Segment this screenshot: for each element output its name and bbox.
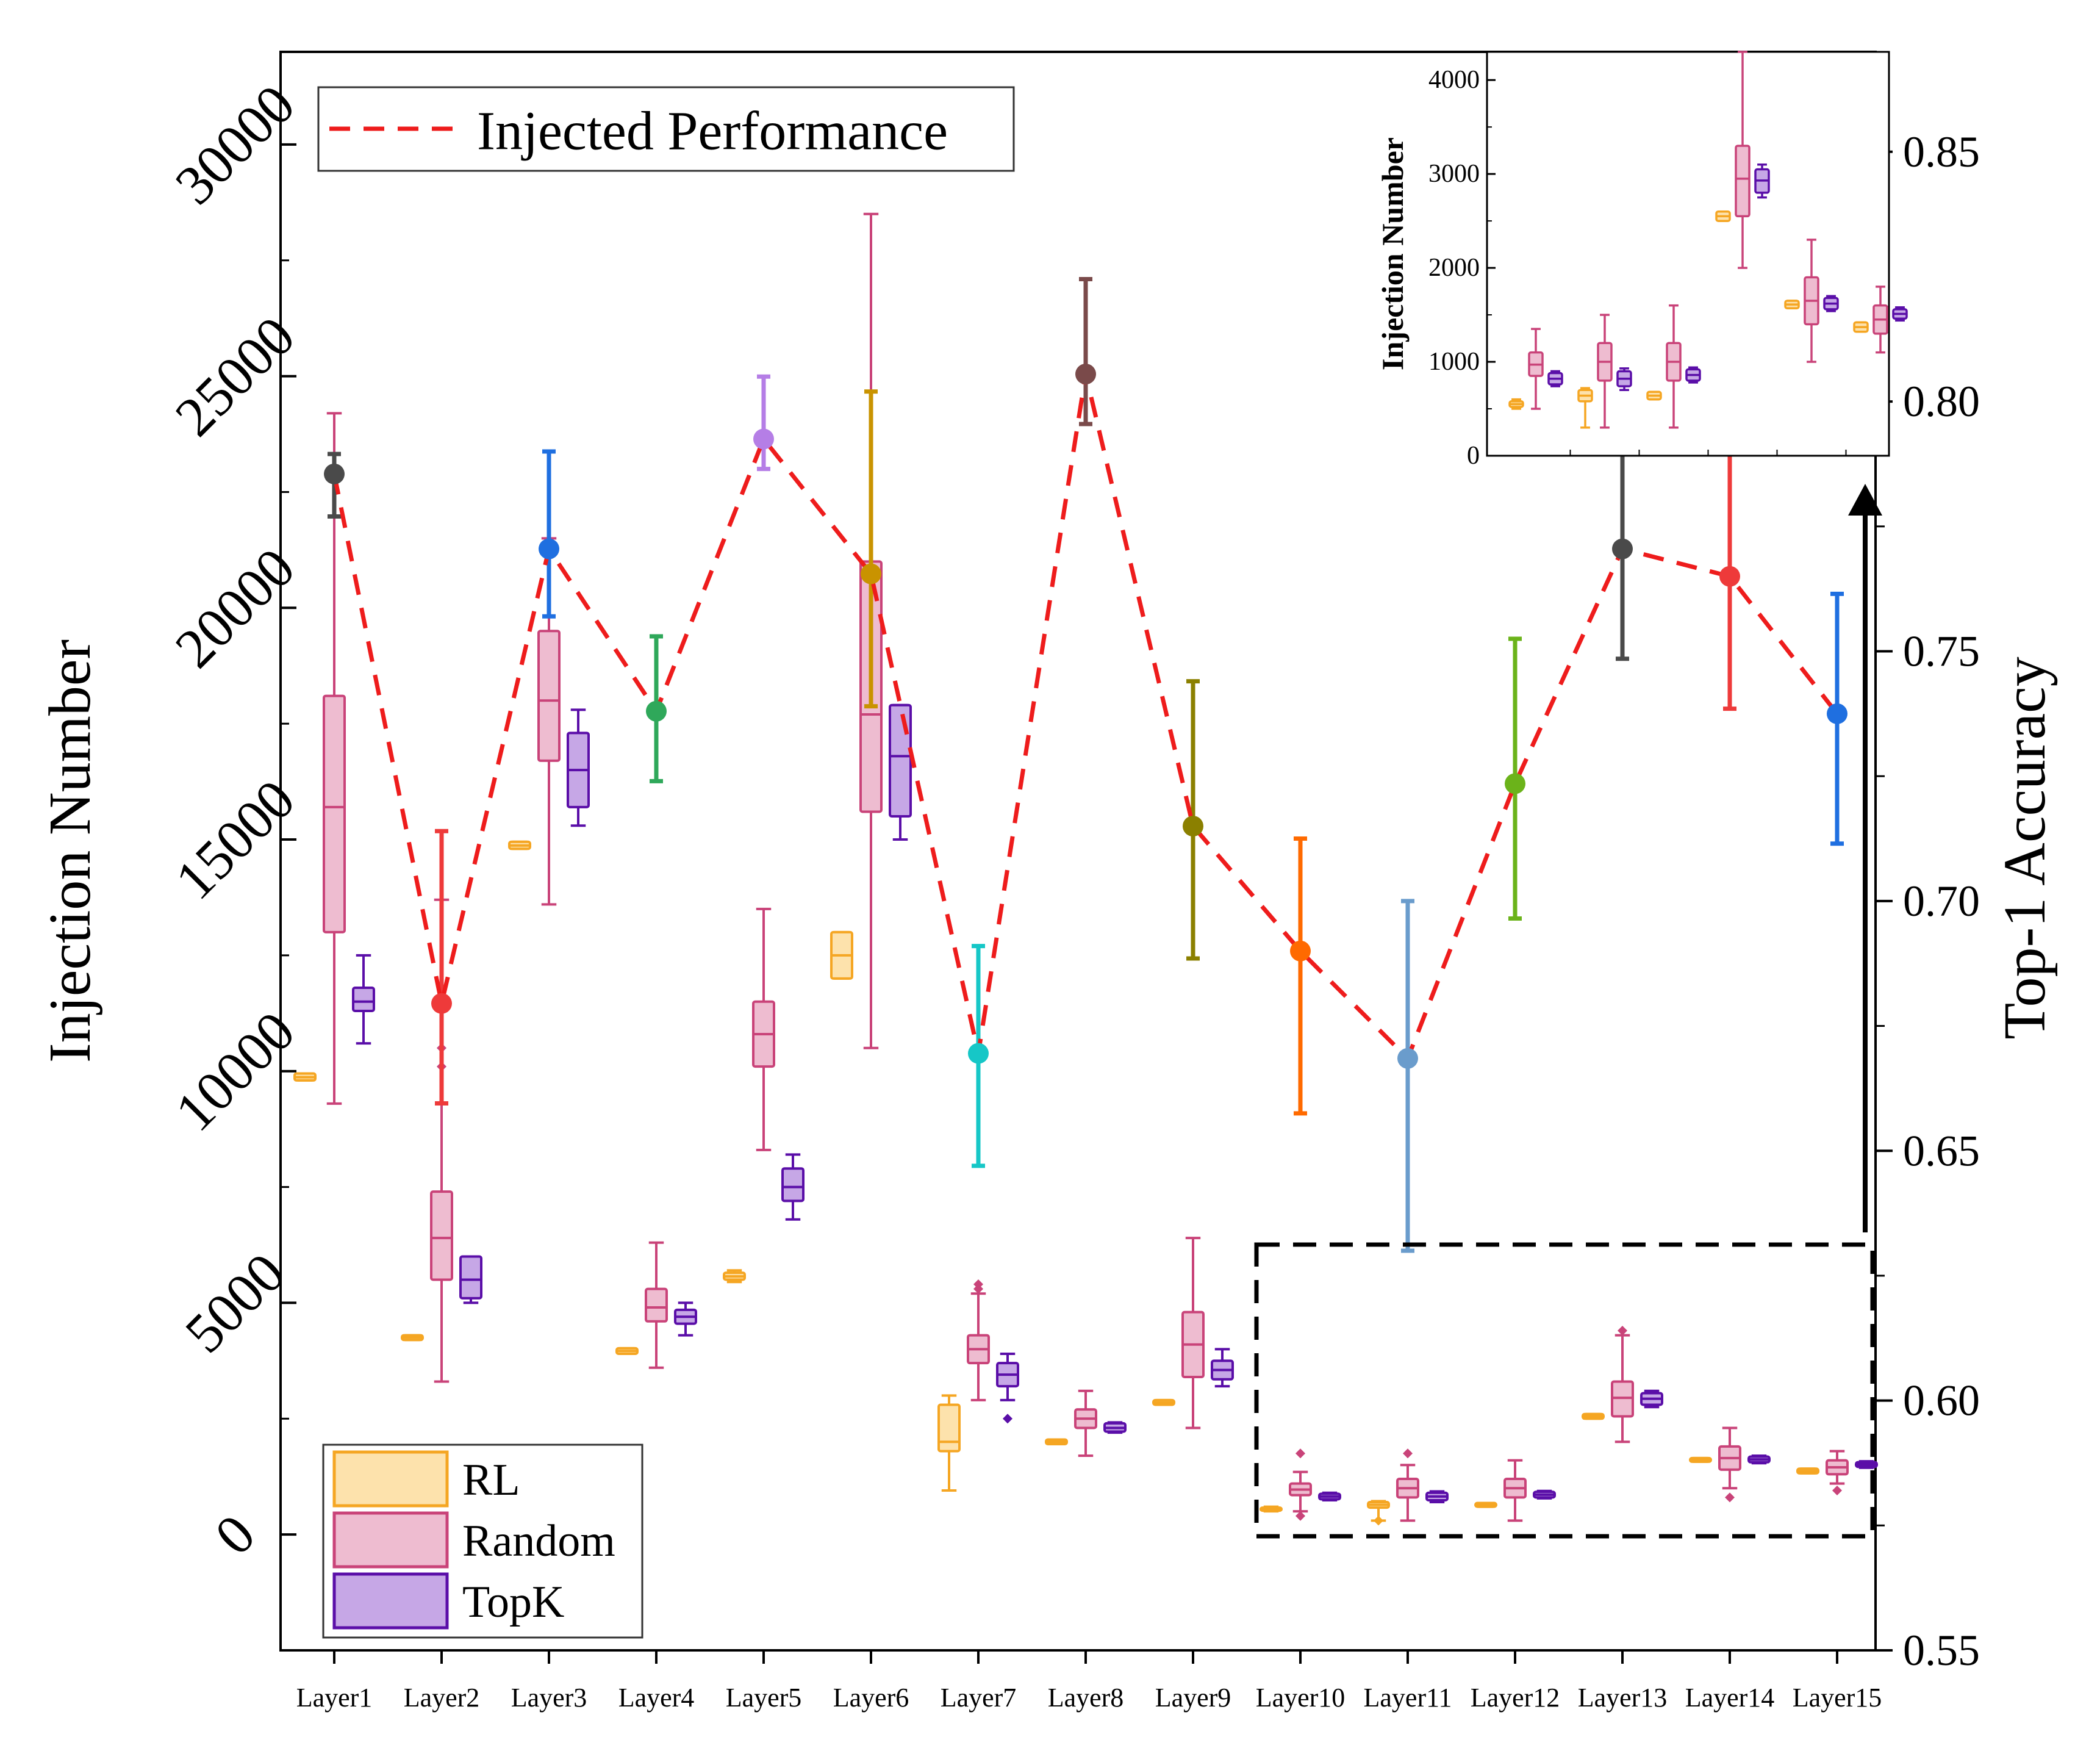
y2-tick-label: 0.85 — [1903, 128, 1980, 176]
performance-series — [324, 277, 1847, 1253]
box-rl-layer7-box — [937, 1403, 961, 1453]
y2-tick-label: 0.80 — [1903, 377, 1980, 426]
x-tick-label: Layer15 — [1793, 1683, 1882, 1713]
box-random-layer2-box — [430, 1190, 453, 1281]
legend-top-label: Injected Performance — [477, 101, 948, 162]
inset-y-tick-label: 4000 — [1428, 66, 1480, 94]
inset-y-tick-label: 0 — [1467, 442, 1480, 470]
performance-point-layer12 — [1505, 773, 1525, 794]
performance-point-layer4 — [646, 700, 667, 722]
legend-label-rl: RL — [462, 1455, 520, 1505]
box-series-rl — [293, 840, 1819, 1522]
outlier-random — [1725, 1492, 1735, 1503]
legend-swatch-random — [332, 1511, 449, 1569]
performance-point-layer3 — [539, 538, 559, 559]
legend-swatch-rl — [332, 1450, 449, 1508]
outlier-random — [1403, 1448, 1413, 1459]
outlier-random — [1832, 1486, 1842, 1495]
y-axis-title: Injection Number — [37, 639, 103, 1063]
performance-point-layer1 — [324, 463, 345, 484]
y2-tick-label: 0.70 — [1903, 877, 1980, 926]
performance-point-layer11 — [1397, 1048, 1418, 1069]
y2-tick-label: 0.75 — [1903, 627, 1980, 676]
y2-axis-title: Top-1 Accuracy — [1992, 656, 2058, 1039]
inset-y-tick-label: 1000 — [1428, 348, 1480, 376]
outlier-random — [1295, 1448, 1305, 1459]
x-tick-label: Layer7 — [941, 1683, 1017, 1713]
x-tick-label: Layer6 — [833, 1683, 909, 1713]
box-topk-layer2-box — [459, 1255, 482, 1300]
x-tick-label: Layer13 — [1578, 1683, 1668, 1713]
inset-y-axis-title: Injection Number — [1375, 137, 1410, 370]
performance-point-layer8 — [1075, 364, 1096, 385]
box-topk-layer6-box — [889, 703, 912, 818]
y-tick-label: 0 — [203, 1503, 267, 1567]
outlier-random — [1618, 1326, 1627, 1336]
performance-point-layer13 — [1612, 538, 1633, 559]
box-topk-layer1-box — [352, 987, 375, 1012]
x-tick-label: Layer1 — [296, 1683, 373, 1713]
x-tick-label: Layer4 — [618, 1683, 695, 1713]
legend-label-random: Random — [462, 1516, 615, 1566]
inset-frame — [1486, 51, 1890, 457]
x-tick-label: Layer5 — [726, 1683, 802, 1713]
legend-top: Injected Performance — [317, 86, 1015, 172]
performance-point-layer7 — [968, 1043, 989, 1064]
outlier-topk — [1003, 1414, 1012, 1424]
box-topk-layer5-box — [781, 1167, 805, 1203]
performance-point-layer2 — [431, 993, 452, 1014]
legend-swatch-topk — [332, 1572, 449, 1630]
x-tick-label: Layer9 — [1155, 1683, 1231, 1713]
box-random-layer1-box — [323, 694, 346, 933]
y2-tick-label: 0.60 — [1903, 1376, 1980, 1425]
y2-tick-label: 0.55 — [1903, 1626, 1980, 1675]
performance-point-layer14 — [1719, 566, 1740, 587]
inset-box-series-topk — [1547, 163, 1908, 391]
outlier-random — [973, 1279, 983, 1290]
box-random-layer4-box — [645, 1287, 668, 1323]
x-tick-label: Layer11 — [1364, 1683, 1452, 1713]
x-tick-label: Layer14 — [1685, 1683, 1775, 1713]
outlier-random — [1295, 1511, 1305, 1521]
performance-point-layer9 — [1183, 816, 1203, 837]
x-tick-label: Layer3 — [511, 1683, 587, 1713]
arrow-head — [1848, 484, 1882, 516]
box-random-layer3-box — [537, 630, 561, 762]
box-series-topk — [352, 703, 1878, 1503]
x-tick-label: Layer12 — [1471, 1683, 1560, 1713]
highlight-region — [1254, 1242, 1875, 1539]
inset-y-tick-label: 2000 — [1428, 254, 1480, 282]
performance-point-layer6 — [861, 563, 881, 584]
y2-tick-label: 0.65 — [1903, 1126, 1980, 1175]
inset-box-series-rl — [1508, 210, 1869, 429]
performance-point-layer5 — [753, 428, 774, 450]
x-tick-label: Layer10 — [1256, 1683, 1346, 1713]
legend-bottom: RL Random TopK — [322, 1444, 643, 1639]
x-tick-label: Layer2 — [404, 1683, 480, 1713]
legend-label-topk: TopK — [462, 1577, 564, 1627]
inset-box-random-layer13-box — [1735, 145, 1751, 218]
plot-frame — [279, 51, 1877, 1652]
x-tick-label: Layer8 — [1048, 1683, 1124, 1713]
inset-box-series-random — [1528, 51, 1888, 429]
performance-point-layer10 — [1290, 940, 1311, 962]
outlier-rl — [1374, 1515, 1383, 1526]
y-tick-label: 5000 — [173, 1241, 296, 1364]
inset-y-tick-label: 3000 — [1428, 160, 1480, 188]
performance-point-layer15 — [1827, 703, 1847, 724]
